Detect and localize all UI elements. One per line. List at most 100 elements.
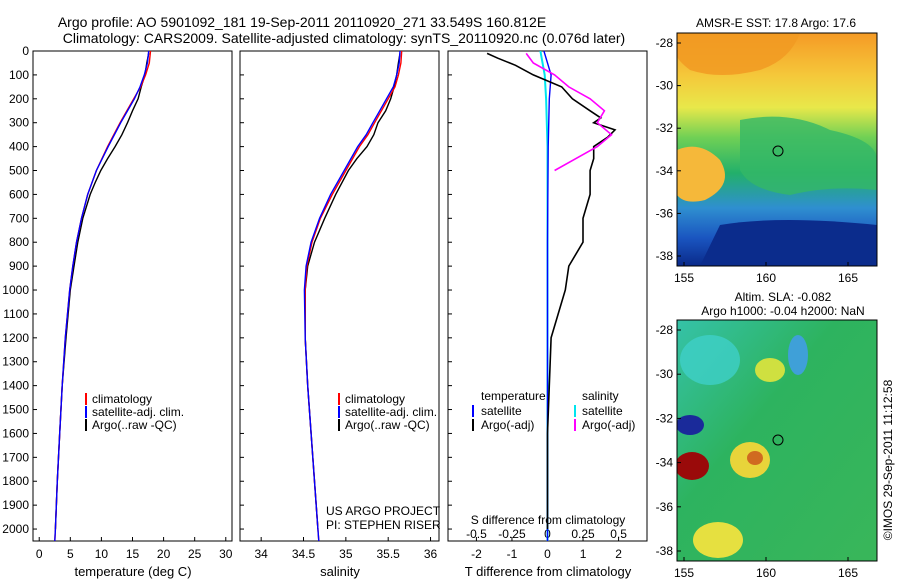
salinity-tick-label: 35 xyxy=(339,547,353,561)
argo-location-marker xyxy=(772,145,784,157)
temperature-panel-frame xyxy=(32,50,233,542)
legend-label-temp-argo: Argo(-adj) xyxy=(481,418,534,432)
sst-map-frame xyxy=(676,32,878,267)
credit-project: US ARGO PROJECT xyxy=(326,504,441,518)
legend-label-climatology: climatology xyxy=(92,392,152,406)
profile-lines xyxy=(54,50,617,542)
sla-yellow-patch-3 xyxy=(755,358,785,382)
salinity-argo-line xyxy=(304,53,401,530)
depth-tick-label: 500 xyxy=(9,164,29,178)
map-lat-label: -32 xyxy=(656,411,674,425)
t-difference-tick-label: -1 xyxy=(507,547,518,561)
map-lon-label: 160 xyxy=(756,271,776,285)
map-lat-label: -32 xyxy=(656,121,674,135)
legend-label-argo: Argo(..raw -QC) xyxy=(345,418,430,432)
s-difference-label: S difference from climatology xyxy=(471,513,626,527)
map-lon-label: 155 xyxy=(674,566,694,580)
sst-warm-patch xyxy=(677,146,725,202)
temperature-satellite-line xyxy=(54,50,150,542)
sst-map: AMSR-E SST: 17.8 Argo: 17.6 -28 -30 -32 -34… xyxy=(656,16,878,285)
depth-tick-label: 1500 xyxy=(2,403,29,417)
depth-tick-label: 1600 xyxy=(2,426,29,440)
salinity-diff-satellite-line xyxy=(539,50,549,541)
salinity-tick-label: 36 xyxy=(424,547,438,561)
legend-label-sal-satellite: satellite xyxy=(582,404,623,418)
temperature-tick-label: 0 xyxy=(36,547,43,561)
depth-tick-label: 1100 xyxy=(3,307,29,321)
salinity-satellite-line xyxy=(303,50,401,542)
temperature-tick-label: 25 xyxy=(188,547,202,561)
t-difference-xlabel: T difference from climatology xyxy=(465,564,632,579)
legend-title-temperature: temperature xyxy=(481,389,546,403)
imos-credit: ©IMOS 29-Sep-2011 11:12:58 xyxy=(881,379,895,540)
salinity-diff-argo-line xyxy=(525,52,613,172)
map-lat-label: -38 xyxy=(656,249,674,263)
map-lat-label: -38 xyxy=(656,544,674,558)
s-difference-tick-label: 0.25 xyxy=(571,527,595,541)
temperature-xlabel: temperature (deg C) xyxy=(74,564,191,579)
t-difference-tick-label: 1 xyxy=(580,547,587,561)
temperature-legend: climatology satellite-adj. clim. Argo(..… xyxy=(85,392,184,432)
figure-title: Argo profile: AO 5901092_181 19-Sep-2011… xyxy=(58,14,546,30)
credit-pi: PI: STEPHEN RISER xyxy=(326,518,441,532)
depth-tick-label: 600 xyxy=(9,187,29,201)
sst-orange-top xyxy=(677,33,800,75)
depth-tick-label: 900 xyxy=(9,259,29,273)
sla-map: Altim. SLA: -0.082 Argo h1000: -0.04 h20… xyxy=(656,290,878,580)
legend-label-argo: Argo(..raw -QC) xyxy=(92,418,177,432)
depth-tick-label: 1200 xyxy=(2,331,29,345)
t-difference-tick-label: 0 xyxy=(544,547,551,561)
map-lat-label: -34 xyxy=(656,164,674,178)
map-lat-label: -34 xyxy=(656,456,674,470)
map-lat-label: -28 xyxy=(656,323,674,337)
legend-label-temp-satellite: satellite xyxy=(481,404,522,418)
depth-tick-label: 300 xyxy=(9,116,29,130)
s-difference-tick-label: -0.5 xyxy=(466,527,487,541)
sla-red-eddy xyxy=(677,452,709,480)
salinity-axis: 34 34.5 35 35.5 36 xyxy=(254,537,438,561)
depth-tick-label: 700 xyxy=(9,211,29,225)
argo-location-marker xyxy=(772,434,784,446)
depth-tick-label: 100 xyxy=(9,68,29,82)
depth-tick-label: 2000 xyxy=(2,522,29,536)
temperature-tick-label: 5 xyxy=(67,547,74,561)
depth-tick-label: 1800 xyxy=(2,474,29,488)
salinity-tick-label: 34.5 xyxy=(292,547,316,561)
legend-label-climatology: climatology xyxy=(345,392,405,406)
sla-map-title-2: Argo h1000: -0.04 h2000: NaN xyxy=(701,304,864,318)
legend-label-satellite: satellite-adj. clim. xyxy=(345,405,437,419)
salinity-tick-label: 35.5 xyxy=(377,547,401,561)
sst-map-title: AMSR-E SST: 17.8 Argo: 17.6 xyxy=(696,16,856,30)
map-lon-label: 160 xyxy=(756,566,776,580)
legend-title-salinity: salinity xyxy=(582,389,619,403)
s-difference-tick-label: -0.25 xyxy=(498,527,526,541)
depth-tick-label: 1900 xyxy=(2,498,29,512)
sst-green-band xyxy=(740,116,877,195)
difference-legend: temperature salinity satellite Argo(-adj… xyxy=(472,389,635,432)
depth-tick-label: 800 xyxy=(9,235,29,249)
temperature-tick-label: 15 xyxy=(126,547,140,561)
depth-tick-label: 400 xyxy=(9,140,29,154)
map-lat-label: -36 xyxy=(656,206,674,220)
temperature-tick-label: 30 xyxy=(219,547,233,561)
sla-cyan-patch xyxy=(788,335,808,375)
temperature-diff-argo-line xyxy=(486,52,617,529)
salinity-xlabel: salinity xyxy=(320,564,360,579)
legend-label-satellite: satellite-adj. clim. xyxy=(92,405,184,419)
salinity-legend: climatology satellite-adj. clim. Argo(..… xyxy=(326,392,441,532)
sst-cool-patch xyxy=(700,220,877,266)
temperature-axis: 0 5 10 15 20 25 30 xyxy=(36,537,233,561)
sla-map-frame xyxy=(676,319,878,562)
map-lat-label: -30 xyxy=(656,79,674,93)
map-lon-label: 165 xyxy=(838,566,858,580)
depth-tick-label: 1400 xyxy=(2,379,29,393)
map-lat-label: -28 xyxy=(656,36,674,50)
depth-tick-label: 1700 xyxy=(2,450,29,464)
sla-map-title-1: Altim. SLA: -0.082 xyxy=(735,290,832,304)
salinity-panel-frame xyxy=(239,50,440,542)
depth-axis: 0 100 200 300 400 500 600 700 800 900 1000 1100 1200… xyxy=(2,44,452,536)
